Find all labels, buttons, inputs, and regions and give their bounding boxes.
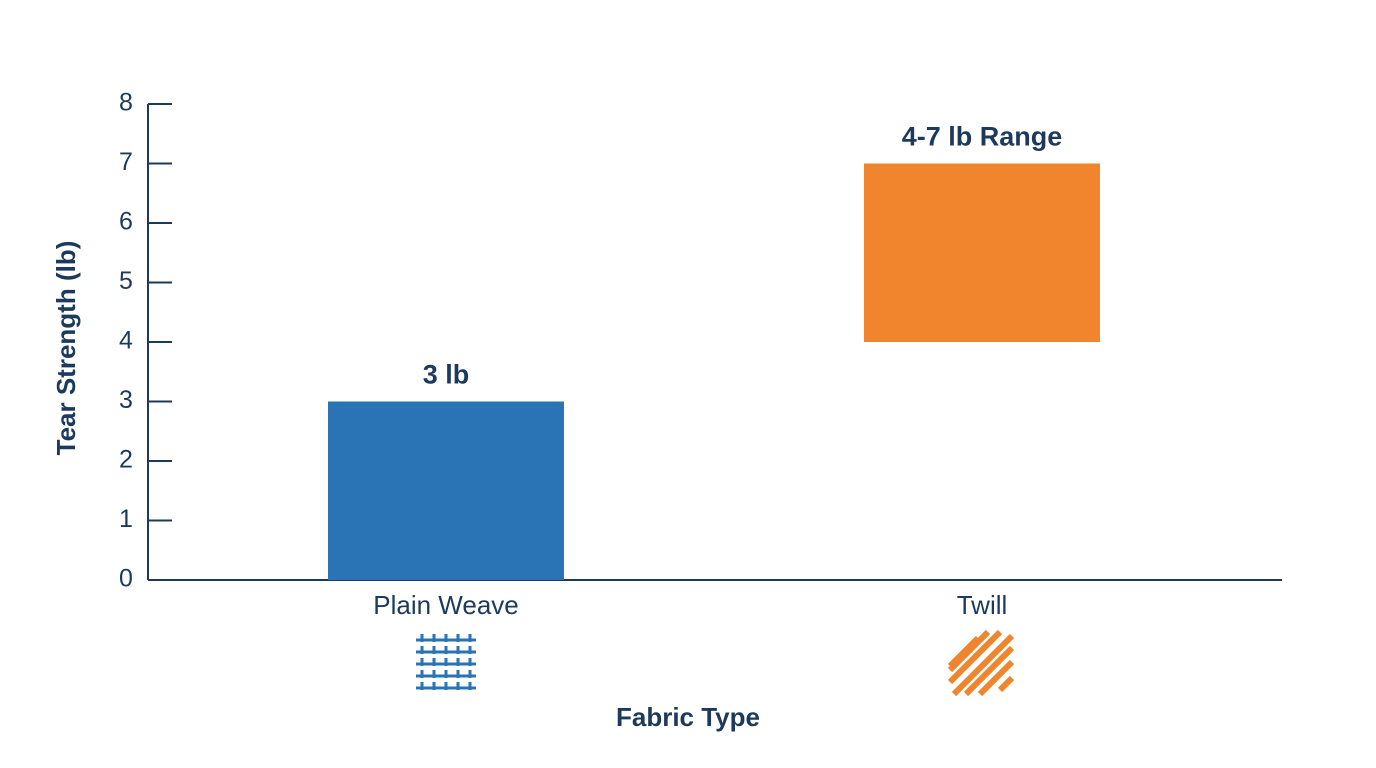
y-tick-label: 4 bbox=[119, 327, 133, 355]
x-tick-label: Twill bbox=[957, 590, 1008, 620]
weave-icon bbox=[416, 634, 476, 694]
value-label: 3 lb bbox=[423, 360, 470, 390]
value-label: 4-7 lb Range bbox=[902, 122, 1063, 152]
y-tick-label: 8 bbox=[119, 89, 133, 117]
x-tick-label: Plain Weave bbox=[373, 590, 519, 620]
y-axis-title: Tear Strength (lb) bbox=[51, 241, 81, 456]
bar bbox=[864, 163, 1100, 342]
y-tick-label: 2 bbox=[119, 446, 133, 474]
y-tick-label: 3 bbox=[119, 386, 133, 414]
y-tick-label: 0 bbox=[119, 565, 133, 593]
y-tick-label: 5 bbox=[119, 267, 133, 295]
y-tick-label: 6 bbox=[119, 208, 133, 236]
y-tick-label: 7 bbox=[119, 148, 133, 176]
x-axis-title: Fabric Type bbox=[616, 702, 760, 732]
y-tick-label: 1 bbox=[119, 505, 133, 533]
twill-icon bbox=[947, 629, 1015, 697]
bar bbox=[328, 401, 564, 580]
